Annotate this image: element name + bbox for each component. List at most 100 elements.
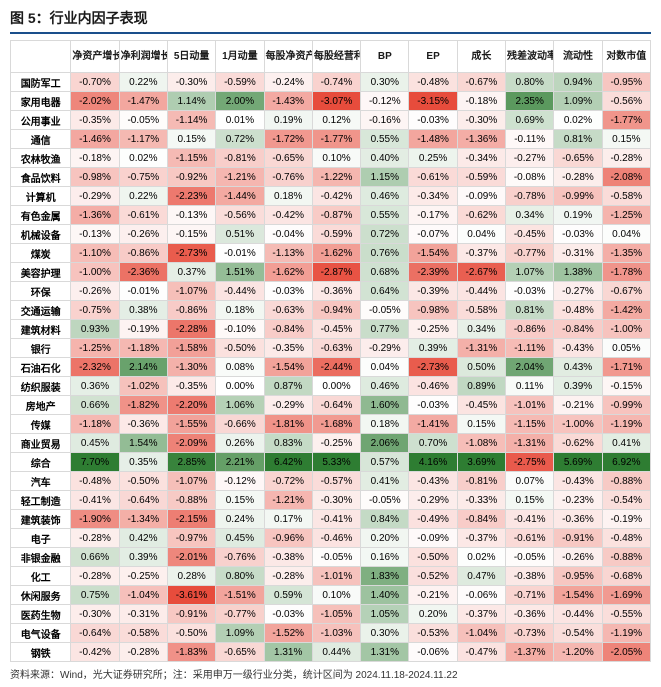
heatmap-cell: -0.17% [409, 206, 457, 225]
heatmap-cell: -0.87% [312, 206, 360, 225]
heatmap-cell: -0.61% [119, 206, 167, 225]
heatmap-cell: -0.49% [409, 510, 457, 529]
heatmap-cell: 1.40% [361, 586, 409, 605]
heatmap-cell: -0.50% [409, 548, 457, 567]
column-header: 净资产增长率 [71, 41, 119, 73]
heatmap-cell: 2.06% [361, 434, 409, 453]
heatmap-cell: -1.04% [119, 586, 167, 605]
heatmap-cell: 0.04% [602, 225, 650, 244]
heatmap-cell: 0.76% [361, 244, 409, 263]
heatmap-cell: 0.02% [119, 149, 167, 168]
heatmap-cell: -3.15% [409, 92, 457, 111]
heatmap-cell: 0.93% [71, 320, 119, 339]
heatmap-cell: -0.29% [361, 339, 409, 358]
heatmap-cell: -2.67% [457, 263, 505, 282]
factor-heatmap-table: 净资产增长率净利润增长率5日动量1月动量每股净资产每股经营利润TTMBPEP成长… [10, 40, 651, 662]
heatmap-cell: 0.18% [264, 187, 312, 206]
heatmap-cell: 0.26% [216, 434, 264, 453]
heatmap-cell: 0.15% [167, 130, 215, 149]
heatmap-cell: -0.59% [216, 73, 264, 92]
row-label: 电子 [11, 529, 71, 548]
heatmap-cell: 0.77% [361, 320, 409, 339]
heatmap-cell: -1.04% [457, 624, 505, 643]
heatmap-cell: -0.35% [71, 111, 119, 130]
heatmap-cell: -0.44% [216, 282, 264, 301]
heatmap-cell: -0.21% [409, 586, 457, 605]
heatmap-cell: -2.05% [602, 643, 650, 662]
heatmap-cell: 0.80% [506, 73, 554, 92]
heatmap-cell: -1.19% [602, 624, 650, 643]
heatmap-cell: -0.28% [602, 149, 650, 168]
heatmap-cell: -0.33% [457, 491, 505, 510]
heatmap-cell: 0.15% [457, 415, 505, 434]
heatmap-cell: 1.05% [361, 605, 409, 624]
heatmap-cell: 5.69% [554, 453, 602, 472]
heatmap-cell: 0.89% [457, 377, 505, 396]
heatmap-cell: -1.01% [312, 567, 360, 586]
heatmap-cell: 0.45% [216, 529, 264, 548]
table-row: 公用事业-0.35%-0.05%-1.14%0.01%0.19%0.12%-0.… [11, 111, 651, 130]
heatmap-cell: -0.16% [361, 111, 409, 130]
heatmap-cell: 2.35% [506, 92, 554, 111]
heatmap-cell: -0.05% [119, 111, 167, 130]
heatmap-cell: -1.22% [312, 168, 360, 187]
heatmap-cell: 2.21% [216, 453, 264, 472]
heatmap-cell: 0.10% [312, 586, 360, 605]
heatmap-cell: -0.03% [264, 605, 312, 624]
heatmap-cell: 0.15% [506, 491, 554, 510]
row-label: 通信 [11, 130, 71, 149]
row-label: 农林牧渔 [11, 149, 71, 168]
heatmap-cell: -1.36% [457, 130, 505, 149]
column-header: 每股净资产 [264, 41, 312, 73]
heatmap-cell: -0.06% [409, 643, 457, 662]
table-row: 电气设备-0.64%-0.58%-0.50%1.09%-1.52%-1.03%0… [11, 624, 651, 643]
heatmap-cell: -0.46% [409, 377, 457, 396]
heatmap-cell: -0.65% [264, 149, 312, 168]
heatmap-cell: -2.08% [602, 168, 650, 187]
row-label: 化工 [11, 567, 71, 586]
heatmap-cell: -1.83% [167, 643, 215, 662]
table-row: 非银金融0.66%0.39%-2.01%-0.76%-0.38%-0.05%0.… [11, 548, 651, 567]
heatmap-cell: -1.77% [602, 111, 650, 130]
heatmap-cell: -0.30% [167, 73, 215, 92]
heatmap-cell: 0.18% [361, 415, 409, 434]
column-header: 成长 [457, 41, 505, 73]
table-row: 美容护理-1.00%-2.36%0.37%1.51%-1.62%-2.87%0.… [11, 263, 651, 282]
heatmap-cell: -1.54% [409, 244, 457, 263]
heatmap-cell: -1.54% [554, 586, 602, 605]
heatmap-cell: -0.05% [506, 548, 554, 567]
heatmap-cell: -0.63% [312, 339, 360, 358]
heatmap-cell: 0.20% [409, 605, 457, 624]
heatmap-cell: -0.01% [119, 282, 167, 301]
heatmap-cell: -0.48% [409, 73, 457, 92]
heatmap-cell: -0.76% [264, 168, 312, 187]
heatmap-cell: -0.98% [409, 301, 457, 320]
table-row: 轻工制造-0.41%-0.64%-0.88%0.15%-1.21%-0.30%-… [11, 491, 651, 510]
heatmap-cell: -0.84% [554, 320, 602, 339]
heatmap-cell: -1.00% [554, 415, 602, 434]
heatmap-cell: 4.16% [409, 453, 457, 472]
column-header: 每股经营利润TTM [312, 41, 360, 73]
heatmap-cell: 0.40% [361, 149, 409, 168]
heatmap-cell: -0.15% [602, 377, 650, 396]
heatmap-cell: -2.09% [167, 434, 215, 453]
heatmap-cell: 0.25% [409, 149, 457, 168]
heatmap-cell: -0.44% [554, 605, 602, 624]
heatmap-cell: 0.19% [264, 111, 312, 130]
heatmap-cell: -1.03% [312, 624, 360, 643]
heatmap-cell: -1.81% [264, 415, 312, 434]
heatmap-cell: 0.20% [361, 529, 409, 548]
table-row: 交通运输-0.75%0.38%-0.86%0.18%-0.63%-0.94%-0… [11, 301, 651, 320]
row-label: 美容护理 [11, 263, 71, 282]
heatmap-cell: -0.30% [312, 491, 360, 510]
table-row: 医药生物-0.30%-0.31%-0.91%-0.77%-0.03%-1.05%… [11, 605, 651, 624]
heatmap-cell: -0.59% [312, 225, 360, 244]
heatmap-cell: -0.35% [167, 377, 215, 396]
heatmap-cell: 0.57% [361, 453, 409, 472]
heatmap-cell: -1.34% [119, 510, 167, 529]
table-row: 有色金属-1.36%-0.61%-0.13%-0.56%-0.42%-0.87%… [11, 206, 651, 225]
heatmap-cell: 0.11% [506, 377, 554, 396]
column-header: 对数市值 [602, 41, 650, 73]
heatmap-cell: -0.88% [602, 472, 650, 491]
heatmap-cell: -0.88% [602, 548, 650, 567]
